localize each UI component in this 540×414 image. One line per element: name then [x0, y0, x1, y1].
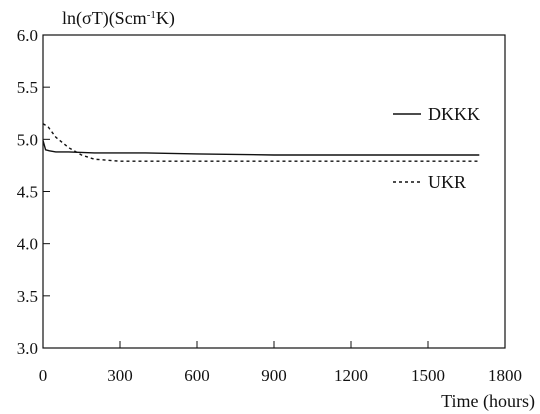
legend-label-ukr: UKR — [428, 172, 466, 192]
series-line-ukr — [42, 123, 480, 162]
x-tick-label: 900 — [261, 366, 287, 385]
y-tick-label: 6.0 — [17, 26, 38, 45]
y-tick-label: 3.5 — [17, 287, 38, 306]
y-tick-label: 5.0 — [17, 130, 38, 149]
x-tick-label: 600 — [184, 366, 210, 385]
x-tick-label: 1200 — [334, 366, 368, 385]
x-axis-label: Time (hours) — [441, 391, 535, 412]
legend-label-dkkk: DKKK — [428, 104, 480, 124]
x-tick-label: 0 — [39, 366, 48, 385]
y-tick-label: 5.5 — [17, 78, 38, 97]
x-tick-label: 300 — [107, 366, 133, 385]
y-axis-label: ln(σT)(Scm-1K) — [62, 8, 175, 29]
series-line-dkkk — [42, 140, 480, 156]
y-tick-label: 3.0 — [17, 339, 38, 358]
x-tick-label: 1500 — [411, 366, 445, 385]
x-tick-label: 1800 — [488, 366, 522, 385]
y-tick-label: 4.0 — [17, 235, 38, 254]
y-tick-label: 4.5 — [17, 183, 38, 202]
